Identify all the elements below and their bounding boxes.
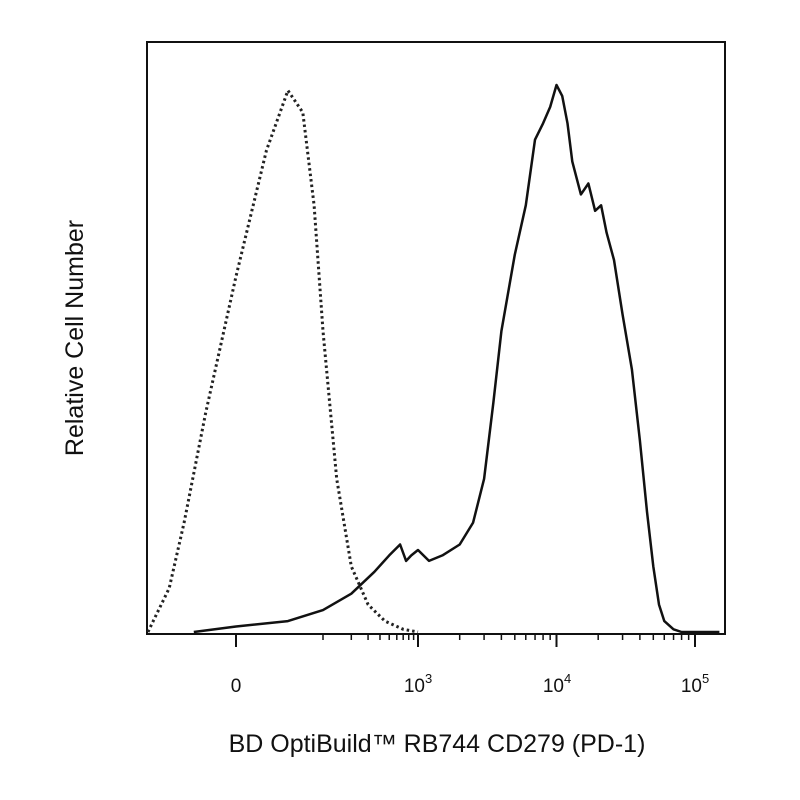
tick-base: 10 [681,676,702,697]
plot-frame [146,41,726,635]
x-minor-ticks [322,634,690,640]
tick-base: 10 [404,676,425,697]
tick-base: 10 [543,676,564,697]
tick-exponent: 3 [425,671,432,686]
x-tick-label-0: 0 [231,676,242,697]
x-tick-label-1e5: 105 [681,671,709,697]
stained-sample-histogram [193,83,720,634]
series-layer [146,83,720,634]
x-tick-label-1e4: 104 [543,671,571,697]
y-axis-title: Relative Cell Number [61,220,89,456]
x-axis-title: BD OptiBuild™ RB744 CD279 (PD-1) [229,730,646,758]
tick-exponent: 4 [564,671,571,686]
isotype-control-histogram [146,89,419,634]
tick-exponent: 5 [702,671,709,686]
x-tick-label-1e3: 103 [404,671,432,697]
x-major-ticks [235,634,696,647]
